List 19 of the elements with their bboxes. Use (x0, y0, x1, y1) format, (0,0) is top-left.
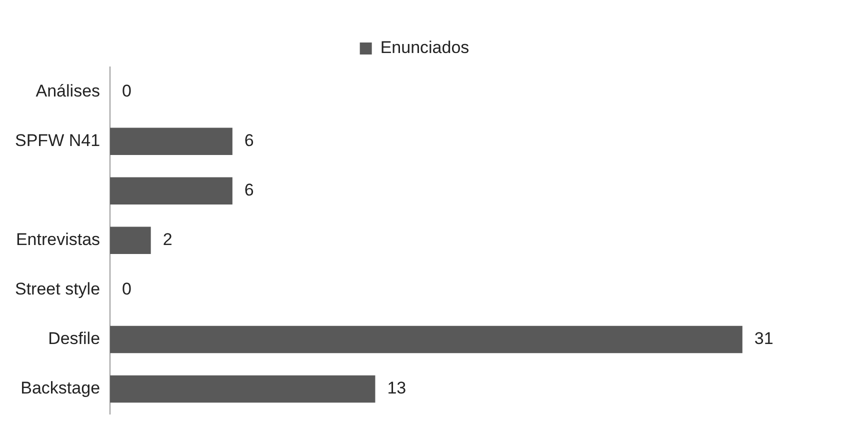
data-label: 6 (244, 131, 254, 150)
data-label: 2 (162, 230, 172, 250)
data-label: 6 (244, 180, 254, 200)
y-tick-label: Street style (14, 280, 100, 299)
bar (110, 326, 742, 354)
y-tick-label: SPFW N41 (15, 131, 100, 150)
bar (110, 375, 376, 403)
y-tick-label: Análises (36, 81, 100, 100)
y-tick-label: Backstage (20, 378, 100, 398)
y-tick-label: Entrevistas (16, 230, 100, 250)
bar (110, 177, 232, 204)
y-tick-label: Desfile (48, 329, 100, 348)
data-label: 0 (122, 81, 132, 100)
data-label: 31 (754, 329, 774, 348)
bar (110, 128, 232, 155)
legend-label: Enunciados (380, 38, 470, 58)
data-label: 0 (122, 280, 132, 299)
data-label: 13 (387, 378, 406, 398)
bar (110, 226, 151, 254)
